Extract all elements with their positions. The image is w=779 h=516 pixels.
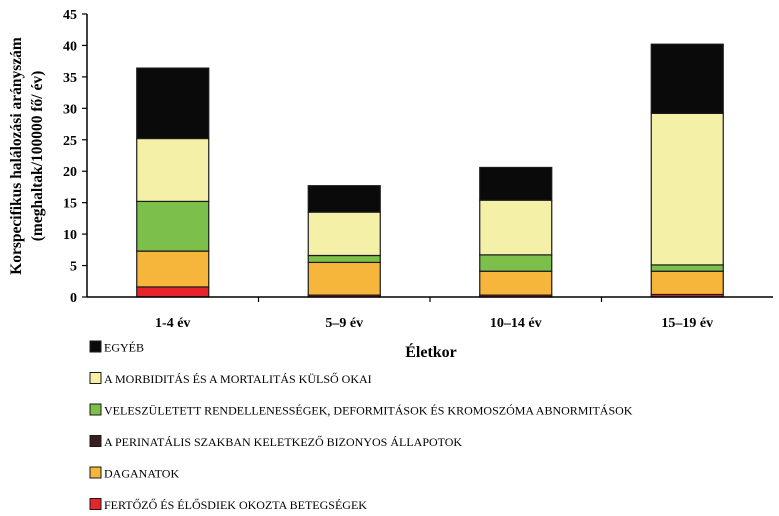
legend-label: A MORBIDITÁS ÉS A MORTALITÁS KÜLSŐ OKAI (104, 372, 372, 386)
y-tick-label: 30 (63, 102, 77, 117)
legend-swatch (89, 372, 102, 384)
legend-label: VELESZÜLETETT RENDELLENESSÉGEK, DEFORMIT… (104, 404, 633, 418)
bar-segment (479, 199, 553, 256)
bar-segment (479, 166, 553, 201)
bar-segment (479, 270, 553, 296)
legend-swatch (89, 466, 102, 479)
legend-item: DAGANATOK (89, 466, 179, 481)
bar-segment (650, 43, 724, 114)
bar-segment (307, 185, 381, 213)
y-axis-label: Korspecifikus halálozási arányszám (megh… (8, 37, 46, 275)
bar-segment (136, 250, 210, 288)
y-tick-label: 20 (63, 165, 77, 180)
y-tick-label: 5 (70, 260, 77, 275)
bar-segment (307, 254, 381, 264)
y-axis-ticks: 0 5 10 15 20 25 30 35 40 45 (63, 8, 87, 306)
y-tick-label: 25 (63, 134, 77, 149)
bars (136, 43, 724, 298)
legend-label: DAGANATOK (104, 467, 179, 481)
legend-swatch (89, 403, 102, 416)
x-tick-label: 15–19 év (661, 316, 713, 331)
x-tick-label: 10–14 év (490, 316, 542, 331)
bar-segment (650, 264, 724, 272)
x-axis-ticks: 1-4 év 5–9 év 10–14 év 15–19 év (155, 297, 713, 331)
bar-segment (479, 254, 553, 272)
bar-segment (650, 112, 724, 266)
bar-segment (307, 211, 381, 257)
legend-swatch (89, 435, 102, 447)
y-tick-label: 35 (63, 71, 77, 86)
bar-segment (136, 200, 210, 252)
y-axis-label-line1: Korspecifikus halálozási arányszám (8, 37, 25, 275)
y-tick-label: 40 (63, 39, 77, 54)
legend-item: A PERINATÁLIS SZAKBAN KELETKEZŐ BIZONYOS… (89, 435, 462, 449)
legend-swatch (89, 498, 102, 510)
legend-item: A MORBIDITÁS ÉS A MORTALITÁS KÜLSŐ OKAI (89, 372, 372, 386)
y-tick-label: 10 (63, 228, 77, 243)
legend-item: VELESZÜLETETT RENDELLENESSÉGEK, DEFORMIT… (89, 403, 633, 418)
y-tick-label: 15 (63, 197, 77, 212)
bar-segment (307, 261, 381, 296)
legend-label: FERTŐZŐ ÉS ÉLŐSDIEK OKOZTA BETEGSÉGEK (104, 498, 367, 512)
legend-label: A PERINATÁLIS SZAKBAN KELETKEZŐ BIZONYOS… (104, 435, 462, 449)
legend-item: FERTŐZŐ ÉS ÉLŐSDIEK OKOZTA BETEGSÉGEK (89, 498, 367, 512)
bar-segment (136, 67, 210, 140)
x-tick-label: 5–9 év (325, 316, 363, 331)
legend-label: EGYÉB (104, 341, 144, 355)
x-axis-title: Életkor (405, 342, 457, 361)
legend: EGYÉB A MORBIDITÁS ÉS A MORTALITÁS KÜLSŐ … (89, 340, 633, 512)
x-tick-label: 1-4 év (155, 316, 190, 331)
y-tick-label: 45 (63, 8, 77, 23)
y-tick-label: 0 (70, 291, 77, 306)
bar-segment (136, 286, 210, 298)
bar-segment (136, 137, 210, 203)
bar-segment (650, 270, 724, 296)
legend-item: EGYÉB (89, 340, 144, 355)
y-axis-label-line2: (meghaltak/100000 fő/ év) (29, 71, 46, 241)
legend-swatch (89, 340, 102, 353)
